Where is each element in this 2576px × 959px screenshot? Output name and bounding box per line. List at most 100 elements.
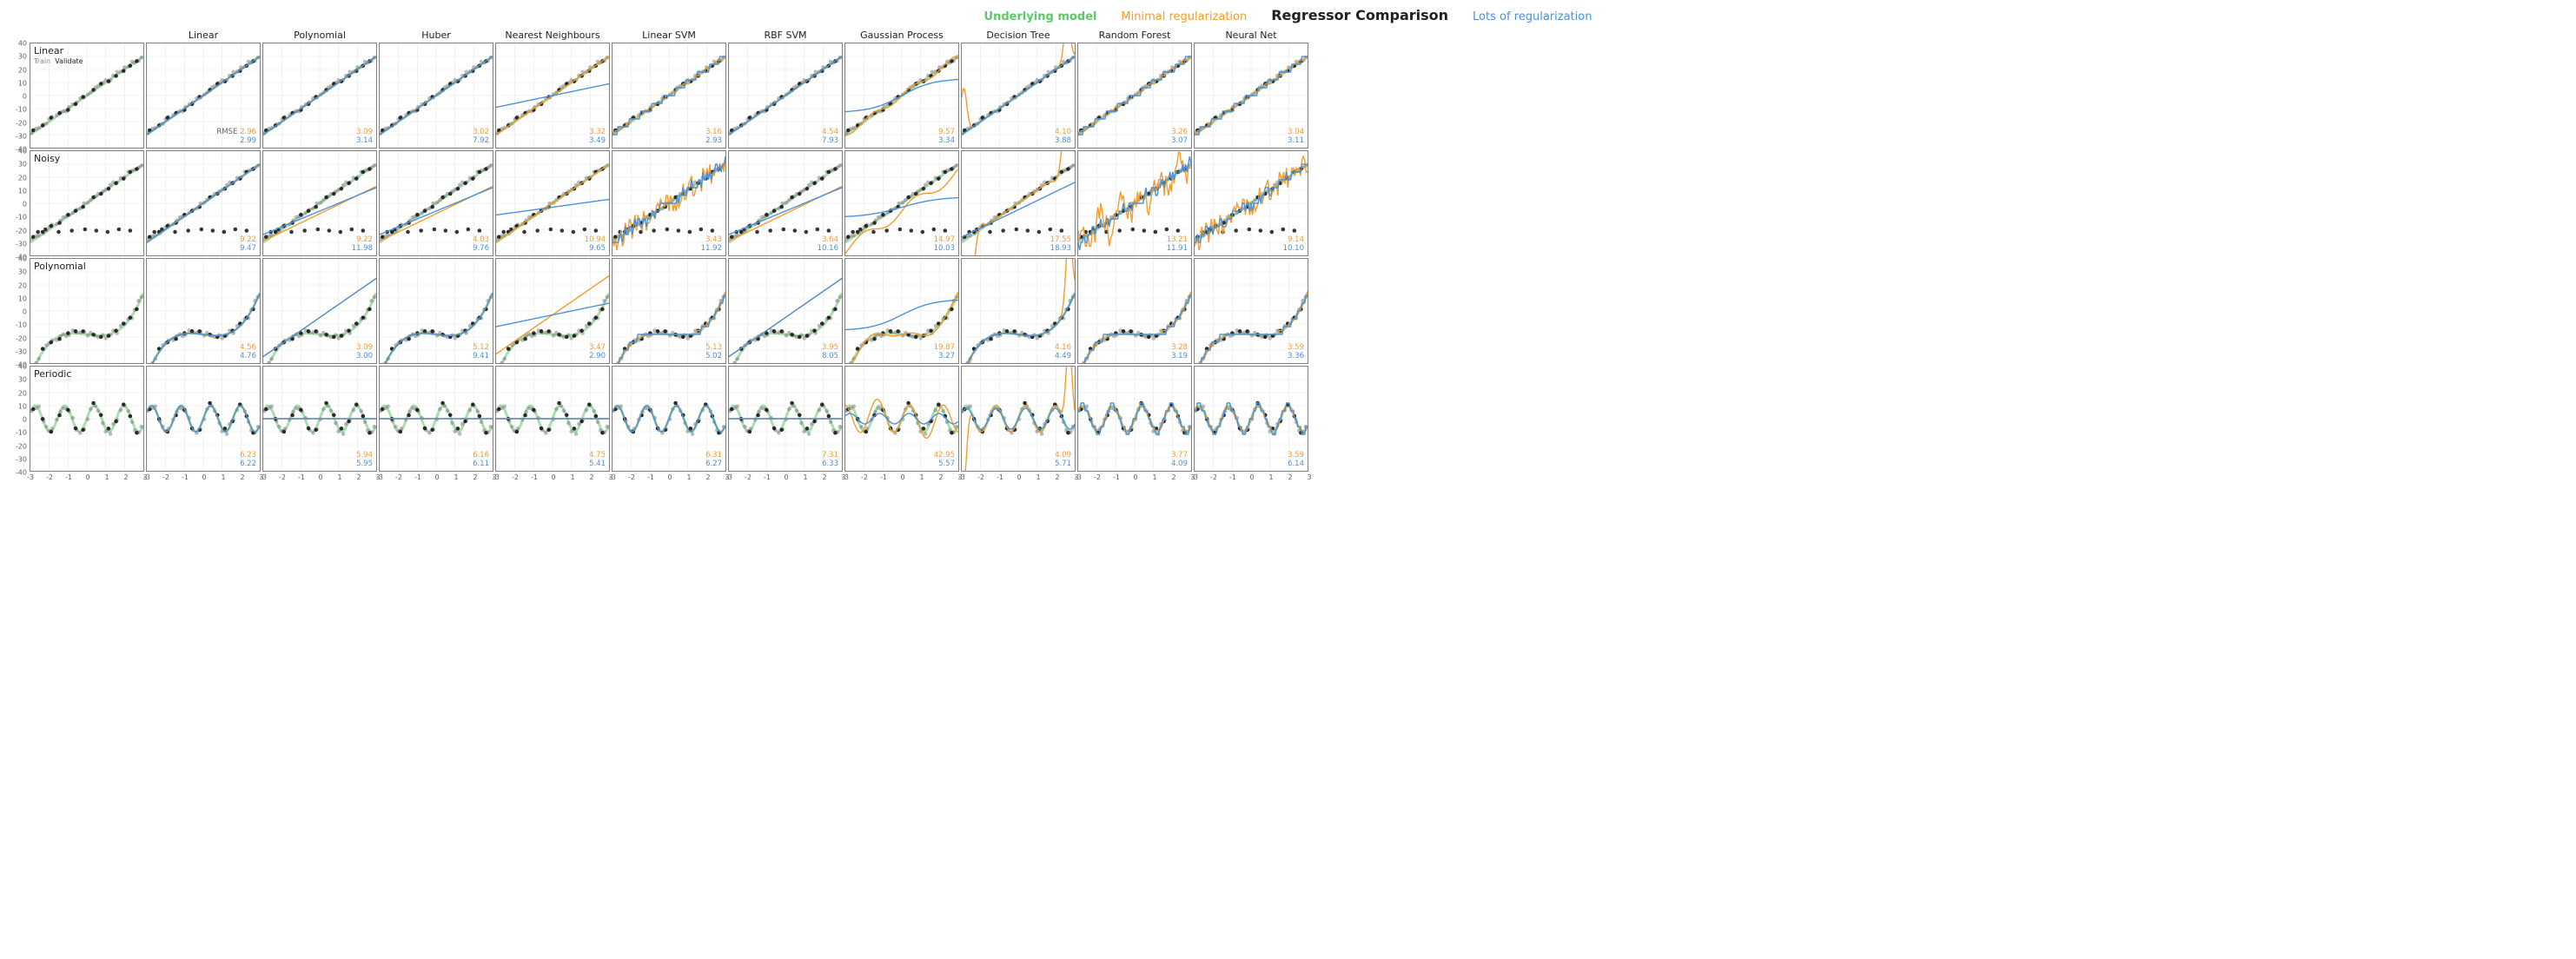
rmse-readout: 4.164.49 [1055, 344, 1071, 361]
subplot-cell: Linear SVM3.162.93 [612, 43, 726, 149]
x-tick-label: -2 [1094, 473, 1101, 481]
x-tick-label: 2 [1288, 473, 1292, 481]
x-tick-label: 2 [705, 473, 710, 481]
subplot-cell: -3-2-101235.945.95 [262, 366, 377, 472]
subplot-cell: 3.4311.92 [612, 150, 726, 256]
row-label: Periodic [34, 368, 71, 380]
column-header: Huber [380, 30, 493, 41]
x-tick-label: -3 [842, 473, 849, 481]
y-tick-label: 20 [10, 389, 27, 397]
y-tick-label: -30 [10, 455, 27, 463]
x-tick-label: 3 [1307, 473, 1311, 481]
x-tick-label: -2 [279, 473, 286, 481]
subplot-cell: -3-2-101236.316.27 [612, 366, 726, 472]
y-tick-label: 30 [10, 268, 27, 276]
subplot-cell: -3-2-101233.774.09 [1077, 366, 1192, 472]
subplot-cell: 3.472.90 [495, 258, 610, 364]
subplot-cell: Gaussian Process9.573.34 [844, 43, 959, 149]
y-tick-label: 0 [10, 416, 27, 424]
subplot-cell: 3.6410.16 [728, 150, 843, 256]
x-tick-label: 1 [1036, 473, 1040, 481]
subplot-cell: Decision Tree4.103.88 [961, 43, 1076, 149]
subplot-cell: -3-2-101236.236.22 [146, 366, 261, 472]
rmse-readout: 9.1410.10 [1283, 236, 1304, 254]
x-tick-label: -3 [260, 473, 267, 481]
x-tick-label: 0 [202, 473, 206, 481]
x-tick-label: -1 [1113, 473, 1120, 481]
x-tick-label: -1 [182, 473, 189, 481]
column-header: Gaussian Process [845, 30, 958, 41]
y-tick-label: -40 [10, 469, 27, 477]
x-tick-label: 1 [337, 473, 341, 481]
x-tick-label: 0 [85, 473, 89, 481]
x-tick-label: -2 [395, 473, 402, 481]
subplot-cell: -3-2-1012342.955.57 [844, 366, 959, 472]
subplot-cell: 17.5518.93 [961, 150, 1076, 256]
x-tick-label: -1 [414, 473, 421, 481]
x-tick-label: 1 [919, 473, 924, 481]
y-tick-label: 10 [10, 79, 27, 87]
x-tick-label: 1 [1152, 473, 1156, 481]
legend-underlying: Underlying model [984, 10, 1097, 23]
x-tick-label: -1 [298, 473, 305, 481]
x-tick-label: 1 [221, 473, 225, 481]
y-tick-label: 40 [10, 40, 27, 48]
x-tick-label: 0 [784, 473, 788, 481]
legend-min-reg: Minimal regularization [1121, 10, 1247, 23]
x-tick-label: 1 [454, 473, 458, 481]
title-row: Underlying model Minimal regularization … [7, 7, 2569, 23]
y-tick-label: 10 [10, 402, 27, 410]
y-tick-label: -20 [10, 119, 27, 127]
column-header: Polynomial [263, 30, 376, 41]
subplot-cell: 5.135.02 [612, 258, 726, 364]
row-label: Polynomial [34, 261, 86, 272]
subplot-cell: Random Forest3.263.07 [1077, 43, 1192, 149]
x-tick-label: -3 [609, 473, 616, 481]
rmse-readout: 3.283.19 [1171, 344, 1188, 361]
x-tick-label: -2 [162, 473, 169, 481]
column-header: Nearest Neighbours [496, 30, 609, 41]
column-header: Neural Net [1195, 30, 1308, 41]
y-tick-label: 0 [10, 93, 27, 101]
rmse-readout: 13.2111.91 [1167, 236, 1188, 254]
subplot-cell: -3-2-101234.755.41 [495, 366, 610, 472]
x-tick-label: -3 [493, 473, 500, 481]
subplot-cell: 5.129.41 [379, 258, 493, 364]
x-tick-label: -1 [647, 473, 654, 481]
y-tick-label: -30 [10, 240, 27, 248]
title-main: Regressor Comparison [1271, 7, 1448, 23]
x-tick-label: -2 [861, 473, 868, 481]
x-tick-label: -2 [977, 473, 984, 481]
x-tick-label: 0 [551, 473, 555, 481]
x-tick-label: -3 [958, 473, 965, 481]
rmse-readout: 3.093.00 [356, 344, 373, 361]
rmse-readout: 3.774.09 [1171, 452, 1188, 469]
y-tick-label: -20 [10, 227, 27, 235]
x-tick-label: 0 [318, 473, 322, 481]
y-tick-label: 40 [10, 255, 27, 263]
x-tick-label: 2 [123, 473, 128, 481]
rmse-readout: 4.103.88 [1055, 129, 1071, 146]
y-tick-label: 30 [10, 161, 27, 169]
rmse-readout: 3.958.05 [822, 344, 838, 361]
subplot-cell: Polynomial-40-30-20-10010203040 [30, 258, 144, 364]
x-tick-label: -3 [27, 473, 34, 481]
rmse-readout: 4.547.93 [822, 129, 838, 146]
subplot-cell: LinearTrain Validate-40-30-20-1001020304… [30, 43, 144, 149]
y-tick-label: -30 [10, 347, 27, 355]
row-label: Linear [34, 45, 63, 56]
rmse-readout: 5.135.02 [705, 344, 722, 361]
subplot-cell: 13.2111.91 [1077, 150, 1192, 256]
x-tick-label: 2 [473, 473, 477, 481]
rmse-readout: 4.039.76 [473, 236, 489, 254]
subplot-cell: 9.2211.98 [262, 150, 377, 256]
rmse-readout: 14.9710.03 [934, 236, 955, 254]
x-tick-label: 2 [938, 473, 943, 481]
x-tick-label: 1 [104, 473, 109, 481]
rmse-readout: 4.755.41 [589, 452, 606, 469]
rmse-readout: 7.316.33 [822, 452, 838, 469]
x-tick-label: 2 [1171, 473, 1175, 481]
subplot-cell: Huber3.027.92 [379, 43, 493, 149]
rmse-readout: 3.6410.16 [818, 236, 838, 254]
rmse-readout: 5.945.95 [356, 452, 373, 469]
